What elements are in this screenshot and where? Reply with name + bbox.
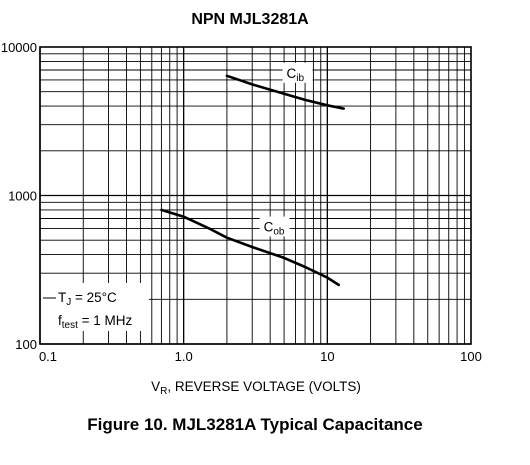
figure-caption: Figure 10. MJL3281A Typical Capacitance — [87, 415, 422, 434]
series-line-ib — [225, 74, 346, 110]
y-tick-label: 10000 — [1, 40, 37, 55]
y-tick-label: 1000 — [8, 189, 37, 204]
series-label-background — [259, 216, 290, 237]
xlabel-sub: R — [160, 386, 167, 397]
series-label-main: C — [264, 220, 274, 235]
y-tick-label: 100 — [15, 337, 37, 352]
x-tick-label: 100 — [460, 349, 482, 364]
series-label-main: C — [287, 66, 297, 81]
annotation-junction-temperature: TJ = 25°C — [58, 290, 117, 308]
series-label-background — [282, 62, 313, 83]
series-label-ob: Cob — [264, 220, 285, 238]
annotation-test-frequency: ftest = 1 MHz — [58, 313, 133, 331]
x-tick-label: 0.1 — [39, 349, 57, 364]
anno-tj-main: T — [58, 290, 66, 305]
anno-f-main: f — [58, 313, 62, 328]
series-label-sub: ib — [296, 73, 304, 84]
tick-labels: 0.1 1.0 10 100 100 1000 10000 — [1, 40, 482, 364]
xlabel-main: V — [151, 379, 160, 394]
anno-f-rest: = 1 MHz — [78, 313, 133, 328]
anno-f-sub: test — [62, 320, 78, 331]
x-axis-label: VR, REVERSE VOLTAGE (VOLTS) — [151, 379, 361, 397]
series-line-ob — [160, 208, 341, 287]
plot-frame — [39, 46, 472, 345]
x-tick-label: 10 — [320, 349, 334, 364]
grid — [39, 47, 471, 345]
series-label-sub: ob — [273, 227, 285, 238]
chart-title: NPN MJL3281A — [191, 11, 309, 28]
anno-tj-rest: = 25°C — [71, 290, 117, 305]
annotation-background — [41, 283, 149, 331]
x-tick-label: 1.0 — [175, 349, 193, 364]
series-label-ib: Cib — [287, 66, 305, 84]
anno-tj-sub: J — [66, 297, 71, 308]
xlabel-rest: , REVERSE VOLTAGE (VOLTS) — [167, 379, 361, 394]
conditions-annotation: TJ = 25°C ftest = 1 MHz — [41, 283, 149, 331]
